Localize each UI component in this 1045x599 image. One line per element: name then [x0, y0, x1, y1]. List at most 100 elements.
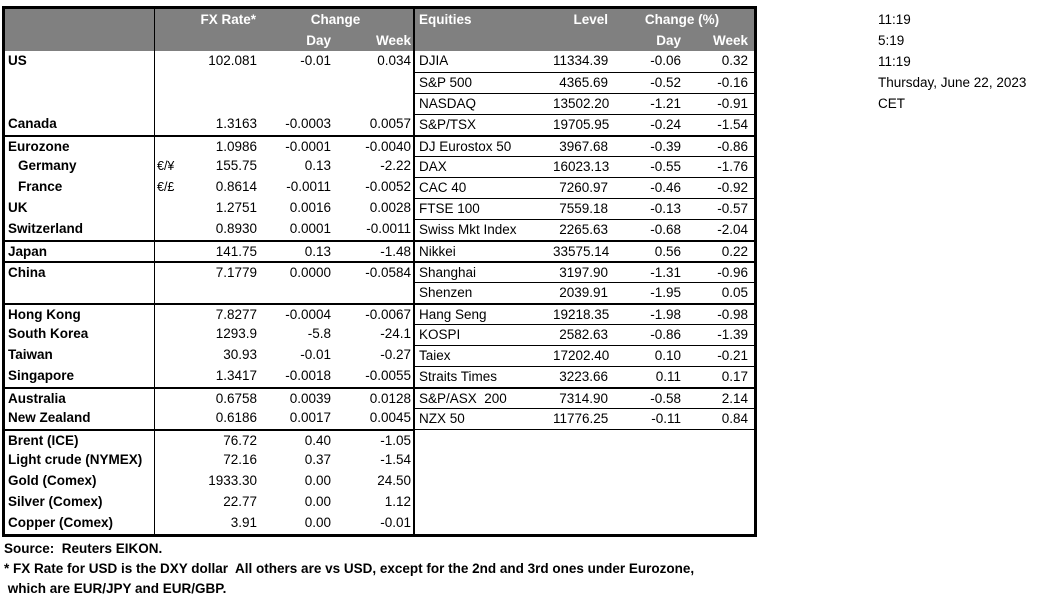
- level-value: 7314.90: [559, 391, 608, 406]
- row-label: Canada: [5, 114, 155, 135]
- day-change-value: -0.01: [300, 347, 331, 362]
- week-change-value: 0.034: [377, 53, 411, 68]
- timezone-line: CET: [878, 96, 905, 111]
- week-change-value: -1.48: [380, 244, 411, 259]
- row-label: Switzerland: [5, 219, 155, 240]
- row-label: Taiwan: [5, 345, 155, 366]
- fx-rate-value: 7.1779: [215, 265, 257, 280]
- fx-change-header: Change: [310, 12, 361, 27]
- week-change-value: -0.57: [717, 201, 748, 216]
- index-label: NASDAQ: [419, 96, 477, 111]
- row-label: Copper (Comex): [5, 513, 155, 534]
- fx-row: US 102.081 -0.01 0.034: [5, 51, 413, 72]
- level-value: 3967.68: [559, 139, 608, 154]
- index-label: Shanghai: [419, 265, 477, 280]
- equities-row: CAC 40 7260.97 -0.46 -0.92: [415, 177, 754, 198]
- day-change-value: -0.58: [650, 391, 681, 406]
- fx-row: France €/£ 0.8614 -0.0011 -0.0052: [5, 177, 413, 198]
- currency-pair: [155, 137, 187, 157]
- day-change-value: -0.01: [300, 53, 331, 68]
- fx-row: China 7.1779 0.0000 -0.0584: [5, 261, 413, 283]
- currency-pair: [155, 198, 187, 219]
- row-label: UK: [5, 198, 155, 219]
- fx-row: UK 1.2751 0.0016 0.0028: [5, 198, 413, 219]
- fx-row: Gold (Comex) 1933.30 0.00 24.50: [5, 471, 413, 492]
- index-label: S&P/ASX 200: [419, 391, 507, 406]
- equities-header-spacer: [553, 30, 610, 51]
- currency-pair: [155, 242, 187, 262]
- equities-row: DAX 16023.13 -0.55 -1.76: [415, 156, 754, 177]
- index-label: NZX 50: [419, 411, 465, 426]
- week-change-value: -0.0584: [365, 265, 411, 280]
- fx-rate-header: FX Rate*: [200, 12, 256, 27]
- equities-row: Hang Seng 19218.35 -1.98 -0.98: [415, 303, 754, 324]
- index-label: Hang Seng: [419, 307, 487, 322]
- day-change-value: -0.0001: [285, 139, 331, 154]
- equities-empty-area: [415, 429, 754, 535]
- equities-header-row-2: Day Week: [415, 30, 754, 51]
- fx-rate-value: 0.8930: [215, 221, 257, 236]
- timestamp-line: 11:19: [878, 12, 911, 27]
- fx-row: New Zealand 0.6186 0.0017 0.0045: [5, 408, 413, 429]
- level-value: 11334.39: [553, 53, 609, 68]
- currency-pair: [155, 408, 187, 429]
- fx-rows: US 102.081 -0.01 0.034 Canada 1.3163 -0.0003 0.…: [5, 51, 413, 534]
- equities-header-row-1: Equities Level Change (%): [415, 9, 754, 30]
- level-value: 33575.14: [553, 244, 610, 259]
- day-change-value: -0.46: [650, 180, 681, 195]
- equities-day-header: Day: [656, 33, 681, 48]
- equities-row: Swiss Mkt Index 2265.63 -0.68 -2.04: [415, 219, 754, 240]
- fx-rate-value: [187, 72, 258, 93]
- fx-day-header: Day: [306, 33, 331, 48]
- index-label: DAX: [419, 159, 447, 174]
- fx-row: Germany €/¥ 155.75 0.13 -2.22: [5, 156, 413, 177]
- row-label: Japan: [5, 242, 155, 262]
- row-label: Australia: [5, 389, 155, 409]
- fx-row: Eurozone 1.0986 -0.0001 -0.0040: [5, 135, 413, 157]
- fx-rate-value: 72.16: [223, 452, 257, 467]
- currency-pair: [155, 492, 187, 513]
- week-change-value: 0.0128: [369, 391, 411, 406]
- week-change-value: -1.76: [717, 159, 748, 174]
- equities-header-spacer: [415, 30, 553, 51]
- day-change-value: 0.00: [304, 494, 331, 509]
- currency-pair: [155, 471, 187, 492]
- day-change-value: 0.10: [654, 348, 681, 363]
- fx-rate-value: 1.3417: [215, 368, 257, 383]
- week-change-value: 0.22: [721, 244, 748, 259]
- index-label: Taiex: [419, 348, 451, 363]
- equities-row: NASDAQ 13502.20 -1.21 -0.91: [415, 93, 754, 114]
- equities-row: NZX 50 11776.25 -0.11 0.84: [415, 408, 754, 429]
- day-change-value: -1.21: [650, 96, 681, 111]
- day-change-value: 0.0017: [289, 410, 331, 425]
- day-change-value: -0.11: [651, 411, 681, 426]
- timestamp-block: 11:19 5:19 11:19 Thursday, June 22, 2023…: [878, 9, 1026, 114]
- fx-row: Taiwan 30.93 -0.01 -0.27: [5, 345, 413, 366]
- fx-row: [5, 72, 413, 93]
- index-label: Straits Times: [419, 369, 498, 384]
- week-change-value: 0.17: [721, 369, 748, 384]
- equities-change-header: Change (%): [644, 12, 720, 27]
- fx-header-row-1: FX Rate* Change: [5, 9, 413, 30]
- fx-header-spacer: [155, 9, 187, 30]
- equities-row: S&P 500 4365.69 -0.52 -0.16: [415, 72, 754, 93]
- currency-pair: [155, 513, 187, 534]
- currency-pair: €/£: [157, 180, 175, 194]
- currency-pair: [155, 389, 187, 409]
- row-label: [5, 72, 155, 93]
- day-change-value: -0.39: [650, 139, 681, 154]
- day-change-value: -0.0011: [286, 179, 331, 194]
- week-change-value: -1.54: [717, 117, 748, 132]
- currency-pair: [155, 431, 187, 451]
- week-change-value: -2.22: [380, 158, 411, 173]
- row-label: Gold (Comex): [5, 471, 155, 492]
- currency-pair: [155, 305, 187, 325]
- fx-rate-value: 0.8614: [215, 179, 257, 194]
- fx-header-blank: [5, 30, 155, 51]
- fx-row: Canada 1.3163 -0.0003 0.0057: [5, 114, 413, 135]
- week-change-value: 0.0045: [369, 410, 411, 425]
- week-change-value: -1.39: [717, 327, 748, 342]
- equities-row: DJ Eurostox 50 3967.68 -0.39 -0.86: [415, 135, 754, 156]
- row-label: Light crude (NYMEX): [5, 450, 155, 471]
